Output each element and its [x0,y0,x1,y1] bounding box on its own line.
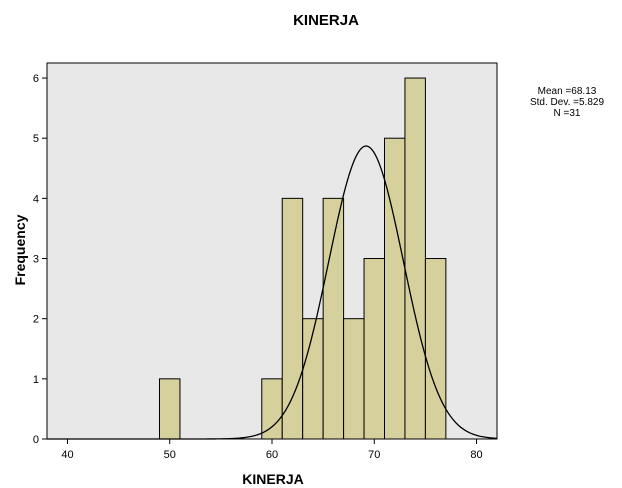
y-tick-label-5: 5 [33,133,39,145]
histogram-bar-1 [261,378,283,440]
stat-std-dev: Std. Dev. =5.829 [529,97,605,108]
y-tick-label-1: 1 [33,374,39,386]
normal-curve [47,145,498,440]
histogram-bar-6 [363,258,385,440]
stat-mean: Mean =68.13 [537,86,597,97]
x-tick-label-60: 60 [266,449,278,461]
y-axis-ticks: 0 1 2 3 4 5 6 [33,73,47,446]
x-tick-label-80: 80 [470,449,482,461]
histogram-bar-2 [281,197,304,440]
histogram-bar-3 [302,318,324,440]
y-tick-label-4: 4 [33,193,39,205]
y-tick-label-2: 2 [33,314,39,326]
histogram-bar-7 [384,137,406,440]
histogram-bar-5 [343,318,365,440]
y-axis-label: Frequency [12,214,28,285]
histogram-bar-9 [424,258,447,440]
x-axis-label: KINERJA [242,471,303,487]
y-tick-label-0: 0 [33,434,39,446]
y-tick-label-6: 6 [33,73,39,85]
x-axis-ticks: 40 50 60 70 80 [61,439,483,461]
chart-title: KINERJA [293,12,359,29]
histogram-bar-0 [159,378,181,440]
x-tick-label-40: 40 [61,449,73,461]
x-tick-label-50: 50 [164,449,176,461]
histogram-bar-4 [322,197,345,440]
y-tick-label-3: 3 [33,254,39,266]
stat-n: N =31 [553,108,581,119]
histogram-bars [159,77,447,440]
histogram-bar-8 [404,77,426,440]
x-tick-label-70: 70 [368,449,380,461]
statistics-box: Mean =68.13 Std. Dev. =5.829 N =31 [522,86,612,119]
